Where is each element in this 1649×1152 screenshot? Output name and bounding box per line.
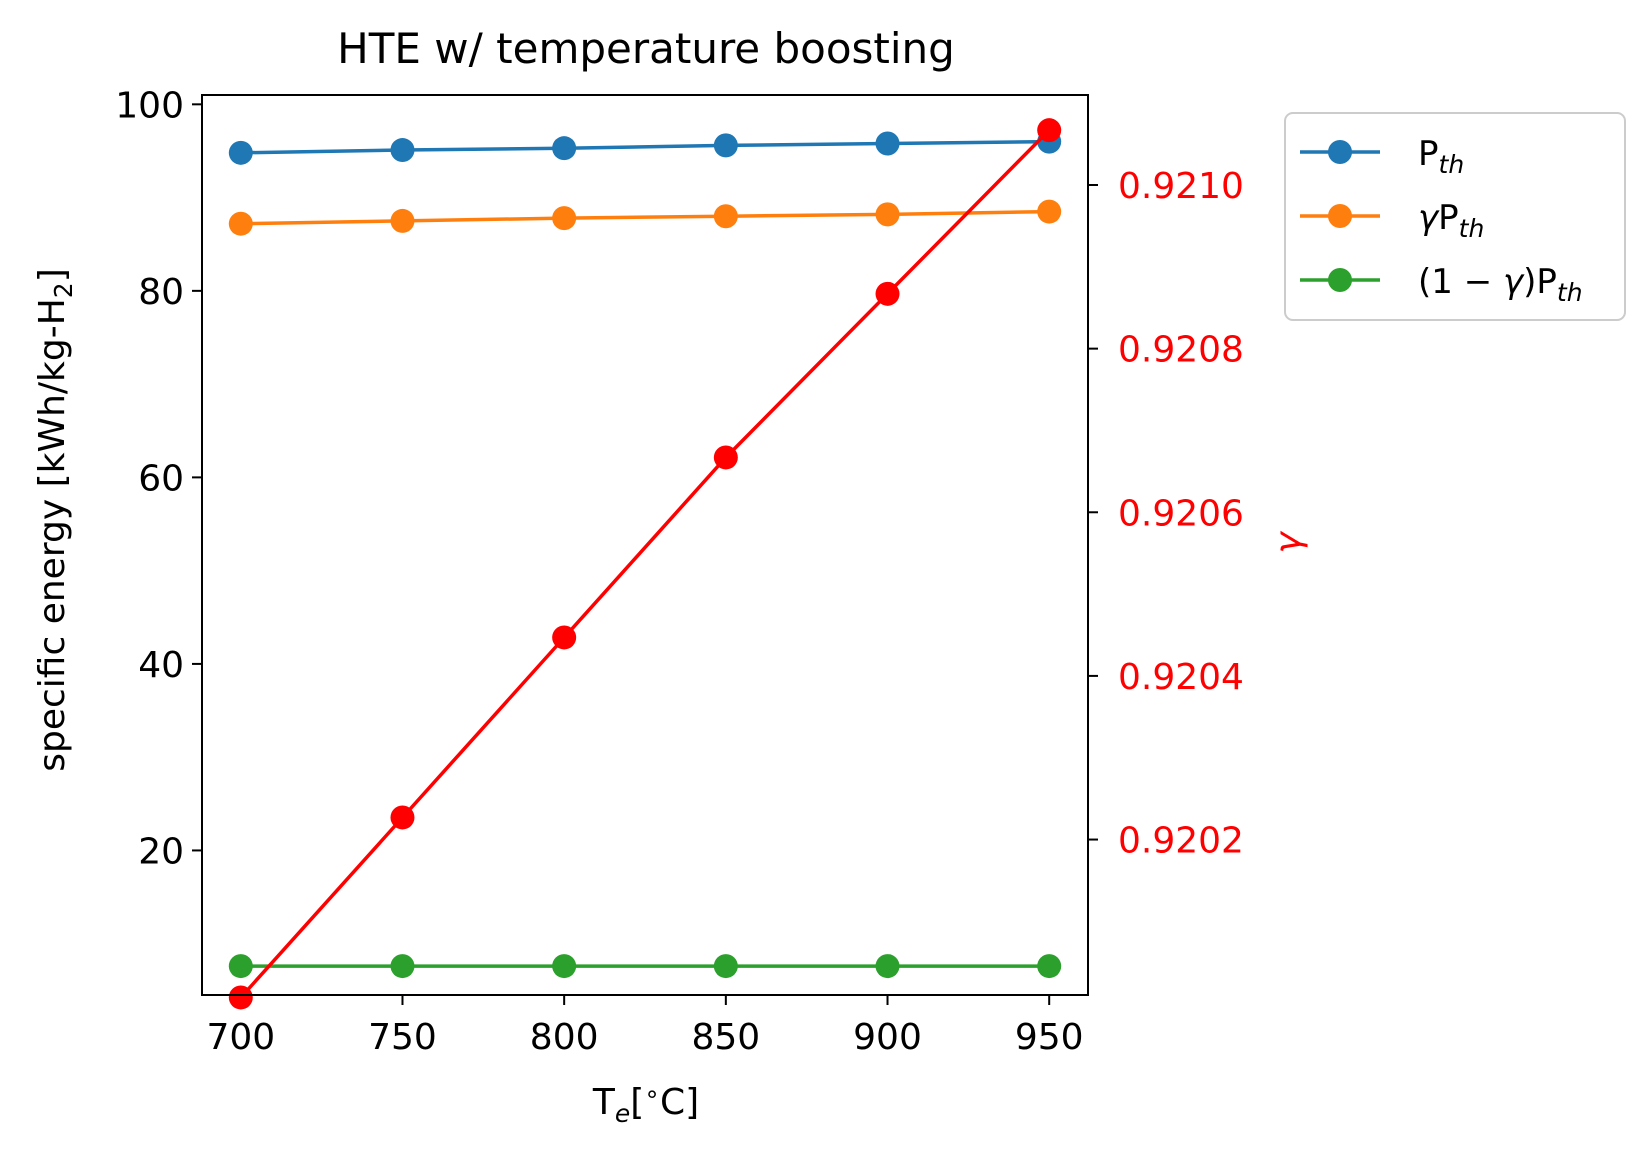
series-point-0 bbox=[713, 133, 738, 158]
legend-box bbox=[1284, 112, 1626, 321]
y-ticks: 20 40 60 80 100 bbox=[115, 85, 202, 872]
series-point-1 bbox=[1037, 199, 1062, 224]
y-tick-label: 100 bbox=[115, 85, 184, 126]
series-line-0 bbox=[240, 139, 1050, 155]
y-tick-label: 40 bbox=[138, 645, 184, 686]
y-tick-label: 60 bbox=[138, 458, 184, 499]
y2-ticks: 0.9202 0.9204 0.9206 0.9208 0.9210 bbox=[1088, 166, 1244, 862]
y-axis-label-sub: 2 bbox=[49, 282, 78, 298]
x-tick-label: 750 bbox=[368, 1017, 437, 1058]
series-point-3 bbox=[1037, 118, 1062, 143]
y2-tick-label: 0.9210 bbox=[1118, 166, 1244, 207]
series-point-0 bbox=[552, 136, 577, 161]
series-point-3 bbox=[875, 281, 900, 306]
y2-tick-label: 0.9202 bbox=[1118, 821, 1244, 862]
legend: Pth γPth (1 − γ)Pth bbox=[1284, 112, 1626, 321]
x-tick-label: 950 bbox=[1015, 1017, 1084, 1058]
series-point-3 bbox=[390, 805, 415, 830]
y-axis-label-main: specific energy [kWh/kg-H bbox=[32, 298, 73, 772]
legend-marker-0 bbox=[1328, 140, 1352, 164]
y2-tick-label: 0.9208 bbox=[1118, 330, 1244, 371]
series-point-1 bbox=[390, 208, 415, 233]
series-point-1 bbox=[875, 202, 900, 227]
plot-frame bbox=[201, 94, 1089, 996]
series-point-0 bbox=[875, 131, 900, 156]
series-layer bbox=[228, 118, 1062, 1010]
y2-axis-label: γ bbox=[1268, 531, 1309, 554]
series-point-1 bbox=[228, 211, 253, 236]
y-axis-label: specific energy [kWh/kg-H2] bbox=[32, 268, 78, 772]
series-point-2 bbox=[390, 954, 415, 979]
x-ticks: 700 750 800 850 900 950 bbox=[206, 995, 1084, 1058]
series-point-1 bbox=[713, 204, 738, 229]
series-point-2 bbox=[552, 954, 577, 979]
legend-label-one-minus-gamma-pth: (1 − γ)Pth bbox=[1418, 262, 1583, 307]
series-point-2 bbox=[713, 954, 738, 979]
y-axis-label-close: ] bbox=[32, 268, 73, 282]
x-axis-label: Te[∘C] bbox=[592, 1079, 699, 1128]
y-tick-label: 20 bbox=[138, 831, 184, 872]
legend-marker-2 bbox=[1328, 268, 1352, 292]
y2-tick-label: 0.9206 bbox=[1118, 493, 1244, 534]
legend-marker-1 bbox=[1328, 204, 1352, 228]
y-tick-label: 80 bbox=[138, 272, 184, 313]
series-point-3 bbox=[228, 985, 253, 1010]
series-point-2 bbox=[228, 954, 253, 979]
series-point-2 bbox=[875, 954, 900, 979]
legend-label-gamma-pth: γPth bbox=[1418, 198, 1484, 243]
series-line-3 bbox=[239, 128, 1051, 999]
series-point-3 bbox=[552, 625, 577, 650]
x-tick-label: 850 bbox=[691, 1017, 760, 1058]
chart-title: HTE w/ temperature boosting bbox=[337, 24, 955, 73]
series-point-1 bbox=[552, 206, 577, 231]
series-point-3 bbox=[713, 445, 738, 470]
x-tick-label: 900 bbox=[853, 1017, 922, 1058]
series-point-2 bbox=[1037, 954, 1062, 979]
x-tick-label: 700 bbox=[206, 1017, 275, 1058]
x-tick-label: 800 bbox=[530, 1017, 599, 1058]
series-point-0 bbox=[390, 138, 415, 163]
series-point-0 bbox=[228, 140, 253, 165]
y2-tick-label: 0.9204 bbox=[1118, 657, 1244, 698]
series-line-1 bbox=[240, 209, 1050, 226]
